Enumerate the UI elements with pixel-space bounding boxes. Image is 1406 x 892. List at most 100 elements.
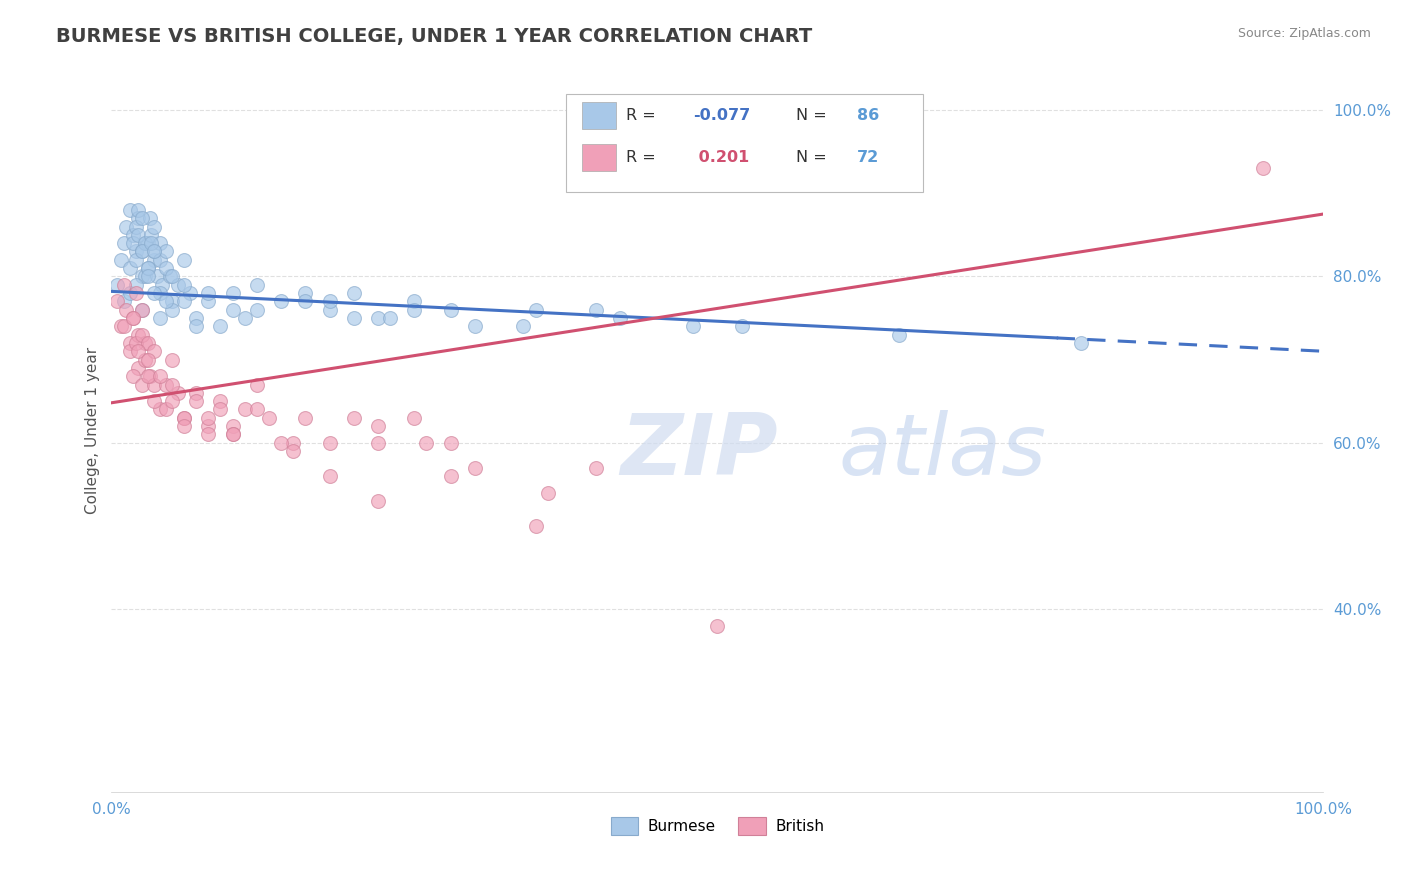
Text: ZIP: ZIP: [620, 410, 778, 493]
Point: [160, 269, 183, 284]
Point: [122, 236, 145, 251]
Point: [378, 310, 401, 325]
Point: [221, 419, 243, 434]
Point: [118, 202, 141, 217]
FancyBboxPatch shape: [565, 94, 924, 192]
Point: [179, 286, 201, 301]
Point: [127, 327, 149, 342]
Text: Source: ZipAtlas.com: Source: ZipAtlas.com: [1237, 27, 1371, 40]
Point: [318, 469, 340, 483]
Point: [122, 369, 145, 384]
Point: [270, 294, 292, 309]
Point: [110, 319, 132, 334]
FancyBboxPatch shape: [582, 102, 616, 129]
Point: [131, 302, 153, 317]
Point: [160, 377, 183, 392]
Text: N =: N =: [796, 150, 827, 165]
Point: [209, 319, 232, 334]
Point: [112, 236, 135, 251]
Point: [131, 211, 153, 226]
Point: [155, 294, 177, 309]
Point: [127, 202, 149, 217]
Point: [142, 252, 165, 267]
Point: [131, 269, 153, 284]
Point: [136, 261, 159, 276]
Point: [367, 310, 389, 325]
Point: [149, 286, 172, 301]
Point: [131, 327, 153, 342]
Point: [367, 419, 389, 434]
Point: [124, 277, 146, 292]
Point: [209, 394, 232, 409]
Point: [110, 252, 132, 267]
Y-axis label: College, Under 1 year: College, Under 1 year: [86, 347, 100, 514]
Point: [887, 327, 910, 342]
Point: [415, 435, 437, 450]
Point: [134, 236, 156, 251]
Point: [233, 310, 256, 325]
Point: [367, 494, 389, 508]
Point: [221, 427, 243, 442]
Point: [142, 244, 165, 259]
Point: [173, 277, 195, 292]
Point: [141, 236, 163, 251]
Point: [131, 244, 153, 259]
Text: -0.077: -0.077: [693, 108, 751, 123]
Point: [197, 294, 219, 309]
Point: [167, 385, 190, 400]
Point: [197, 427, 219, 442]
Point: [131, 377, 153, 392]
Point: [609, 310, 631, 325]
Point: [134, 236, 156, 251]
Text: 0.201: 0.201: [693, 150, 749, 165]
Point: [197, 286, 219, 301]
Point: [149, 369, 172, 384]
Point: [246, 302, 269, 317]
Point: [283, 444, 305, 458]
Point: [246, 377, 269, 392]
Point: [149, 252, 172, 267]
Point: [155, 377, 177, 392]
Point: [124, 335, 146, 350]
Point: [134, 269, 156, 284]
Point: [112, 319, 135, 334]
Point: [404, 294, 426, 309]
Point: [173, 294, 195, 309]
Point: [294, 410, 316, 425]
Point: [127, 227, 149, 242]
Point: [141, 227, 163, 242]
Point: [155, 402, 177, 417]
Point: [131, 302, 153, 317]
Point: [440, 302, 463, 317]
Point: [160, 302, 183, 317]
Point: [160, 294, 183, 309]
Point: [142, 394, 165, 409]
Point: [585, 460, 607, 475]
Point: [197, 410, 219, 425]
Text: N =: N =: [796, 108, 827, 123]
Point: [142, 344, 165, 359]
Point: [159, 269, 181, 284]
Point: [294, 286, 316, 301]
Point: [209, 402, 232, 417]
Point: [124, 219, 146, 234]
Point: [221, 302, 243, 317]
Point: [155, 261, 177, 276]
Point: [537, 485, 560, 500]
Point: [186, 319, 208, 334]
Point: [142, 219, 165, 234]
Point: [146, 269, 169, 284]
Point: [112, 277, 135, 292]
Point: [149, 402, 172, 417]
Point: [343, 410, 366, 425]
Point: [294, 294, 316, 309]
Point: [221, 427, 243, 442]
Point: [167, 277, 190, 292]
Point: [107, 277, 129, 292]
Point: [142, 244, 165, 259]
Point: [257, 410, 280, 425]
Point: [173, 252, 195, 267]
Point: [142, 377, 165, 392]
Point: [118, 261, 141, 276]
Point: [134, 352, 156, 367]
